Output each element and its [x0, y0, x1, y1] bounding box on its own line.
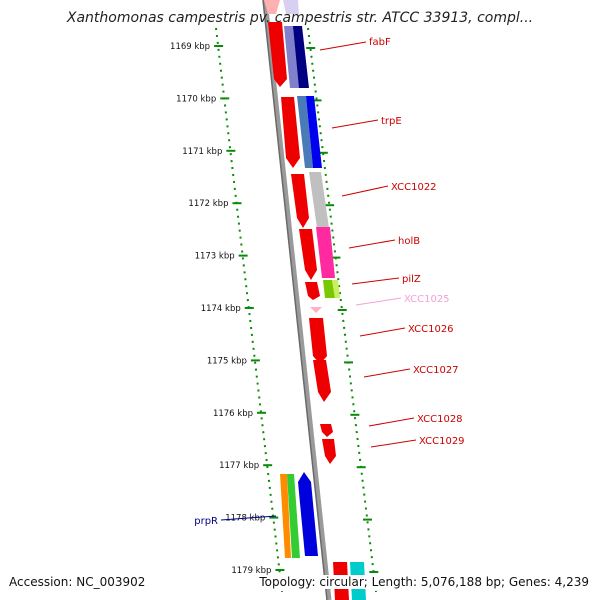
gene-label-leader: [368, 417, 415, 427]
gene-label-XCC1029[interactable]: XCC1029: [419, 436, 465, 447]
gene-holB-red: [299, 229, 317, 280]
genome-summary-text: Topology: circular; Length: 5,076,188 bp…: [257, 575, 589, 589]
gene-label-XCC1027[interactable]: XCC1027: [413, 365, 459, 376]
genome-backbone-shade: [262, 0, 328, 600]
gene-label-XCC1022[interactable]: XCC1022: [391, 182, 437, 193]
gene-prpR: [298, 472, 318, 556]
gene-prpR-green: [287, 474, 300, 558]
gene-label-XCC1026[interactable]: XCC1026: [408, 324, 454, 335]
gene-XCC1025: [310, 307, 322, 313]
gene-fabF-right: [293, 26, 309, 88]
gene-fabF-mid: [284, 26, 300, 88]
scale-tick-label: 1179 kbp: [231, 566, 271, 576]
gene-XCC1029: [322, 439, 336, 464]
gene-holB: [316, 227, 335, 278]
scale-tick-label: 1176 kbp: [213, 409, 253, 419]
gene-blocks: [264, 0, 366, 600]
gene-label-leader: [359, 327, 406, 337]
tick-group: 1169 kbp 1170 kbp 1171 kbp 1172 kbp 1173 kbp…: [170, 42, 379, 576]
gene-label-leader: [363, 368, 411, 378]
genome-backbone: [262, 0, 332, 600]
gene-label-prpR[interactable]: prpR: [194, 516, 218, 527]
scale-tick-label: 1174 kbp: [201, 304, 241, 314]
scale-tick-label: 1177 kbp: [219, 461, 259, 471]
gene-trpE: [281, 97, 300, 168]
gene-fabF: [268, 22, 287, 87]
gene-block-pink-top: [264, 0, 280, 14]
map-title: Xanthomonas campestris pv. campestris st…: [66, 10, 534, 26]
gene-pilZ-red: [305, 282, 320, 300]
gene-prpR-orange: [280, 474, 291, 558]
gene-label-leader: [355, 297, 402, 306]
scale-tick-label: 1169 kbp: [170, 42, 210, 52]
accession-text: Accession: NC_003902: [9, 575, 146, 589]
gene-trpE-steel: [297, 96, 313, 168]
scale-tick-label: 1170 kbp: [176, 94, 216, 104]
gene-XCC1028: [320, 424, 333, 437]
scale-tick-label: 1173 kbp: [195, 252, 235, 262]
gene-label-XCC1025[interactable]: XCC1025: [404, 294, 450, 305]
gene-label-leader: [319, 41, 367, 51]
gene-label-leader: [351, 277, 400, 285]
scale-tick-label: 1175 kbp: [207, 356, 247, 366]
gene-pilZ-light: [332, 280, 340, 298]
gene-label-leader: [348, 239, 396, 249]
gene-label-trpE[interactable]: trpE: [381, 116, 402, 127]
scale-tick-label: 1172 kbp: [188, 199, 228, 209]
gene-XCC1027: [313, 360, 331, 402]
gene-label-pilZ[interactable]: pilZ: [402, 274, 421, 285]
gene-label-leader: [331, 119, 379, 129]
gene-trpE-blue: [306, 96, 322, 168]
scale-tick-label: 1171 kbp: [182, 147, 222, 157]
gene-XCC1022-grey: [309, 172, 329, 228]
gene-label-XCC1028[interactable]: XCC1028: [417, 414, 463, 425]
gene-XCC1026: [309, 318, 327, 364]
gene-label-group: fabF trpE XCC1022 holB pilZ XCC1025 XCC1026 XCC…: [194, 37, 464, 527]
gene-label-leader: [220, 515, 277, 521]
gene-pilZ: [323, 280, 335, 298]
gene-block-lilac-top: [283, 0, 299, 14]
gene-XCC1022: [291, 174, 309, 228]
gene-label-leader: [341, 185, 389, 197]
gene-label-holB[interactable]: holB: [398, 236, 420, 247]
gene-label-leader: [370, 439, 417, 448]
gene-label-fabF[interactable]: fabF: [369, 37, 391, 48]
